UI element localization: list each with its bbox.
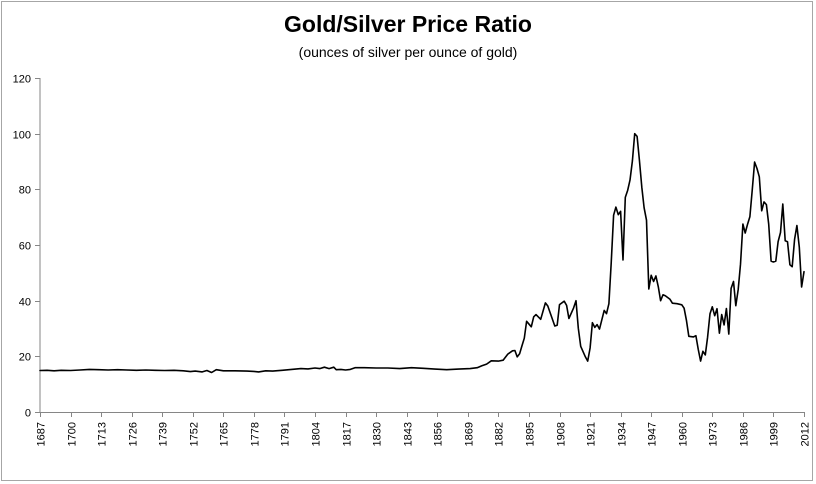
x-tick-label: 1765 — [219, 422, 231, 446]
x-tick-label: 1843 — [403, 422, 415, 446]
x-tick-label: 1687 — [36, 422, 48, 446]
x-tick-label: 1869 — [464, 422, 476, 446]
x-tick-label: 1830 — [372, 422, 384, 446]
x-tick-label: 1882 — [494, 422, 506, 446]
x-tick-label: 1999 — [769, 422, 781, 446]
series-line-0 — [39, 132, 805, 374]
y-tick-label: 80 — [19, 185, 31, 197]
x-tick-label: 1934 — [617, 422, 629, 446]
x-axis: 1687 1700 1713 1726 1739 1752 1765 1778 1791 1804… — [36, 412, 812, 446]
x-tick-label: 1973 — [708, 422, 720, 446]
x-tick-label: 1739 — [158, 422, 170, 446]
x-tick-label: 1986 — [739, 422, 751, 446]
x-tick-label: 1778 — [250, 422, 262, 446]
x-tick-label: 1856 — [433, 422, 445, 446]
x-tick-label: 1726 — [128, 422, 140, 446]
x-tick-label: 1947 — [647, 422, 659, 446]
x-tick-label: 1791 — [280, 422, 292, 446]
chart-title: Gold/Silver Price Ratio — [284, 11, 532, 37]
y-tick-label: 0 — [25, 408, 31, 420]
x-tick-label: 1908 — [556, 422, 568, 446]
y-axis: 0 20 40 60 80 100 120 — [13, 74, 41, 420]
x-tick-label: 1752 — [189, 422, 201, 446]
x-tick-label: 1804 — [311, 422, 323, 446]
series-group — [39, 132, 805, 374]
y-tick-label: 100 — [13, 130, 31, 142]
x-tick-label: 1700 — [67, 422, 79, 446]
chart-subtitle: (ounces of silver per ounce of gold) — [298, 44, 518, 60]
y-tick-label: 120 — [13, 74, 31, 86]
x-tick-label: 1921 — [586, 422, 598, 446]
x-tick-label: 1960 — [678, 422, 690, 446]
x-tick-label: 1895 — [525, 422, 537, 446]
y-tick-label: 20 — [19, 352, 31, 364]
x-tick-label: 1817 — [342, 422, 354, 446]
y-tick-label: 60 — [19, 241, 31, 253]
y-tick-label: 40 — [19, 297, 31, 309]
x-tick-label: 1713 — [97, 422, 109, 446]
x-tick-label: 2012 — [800, 422, 812, 446]
